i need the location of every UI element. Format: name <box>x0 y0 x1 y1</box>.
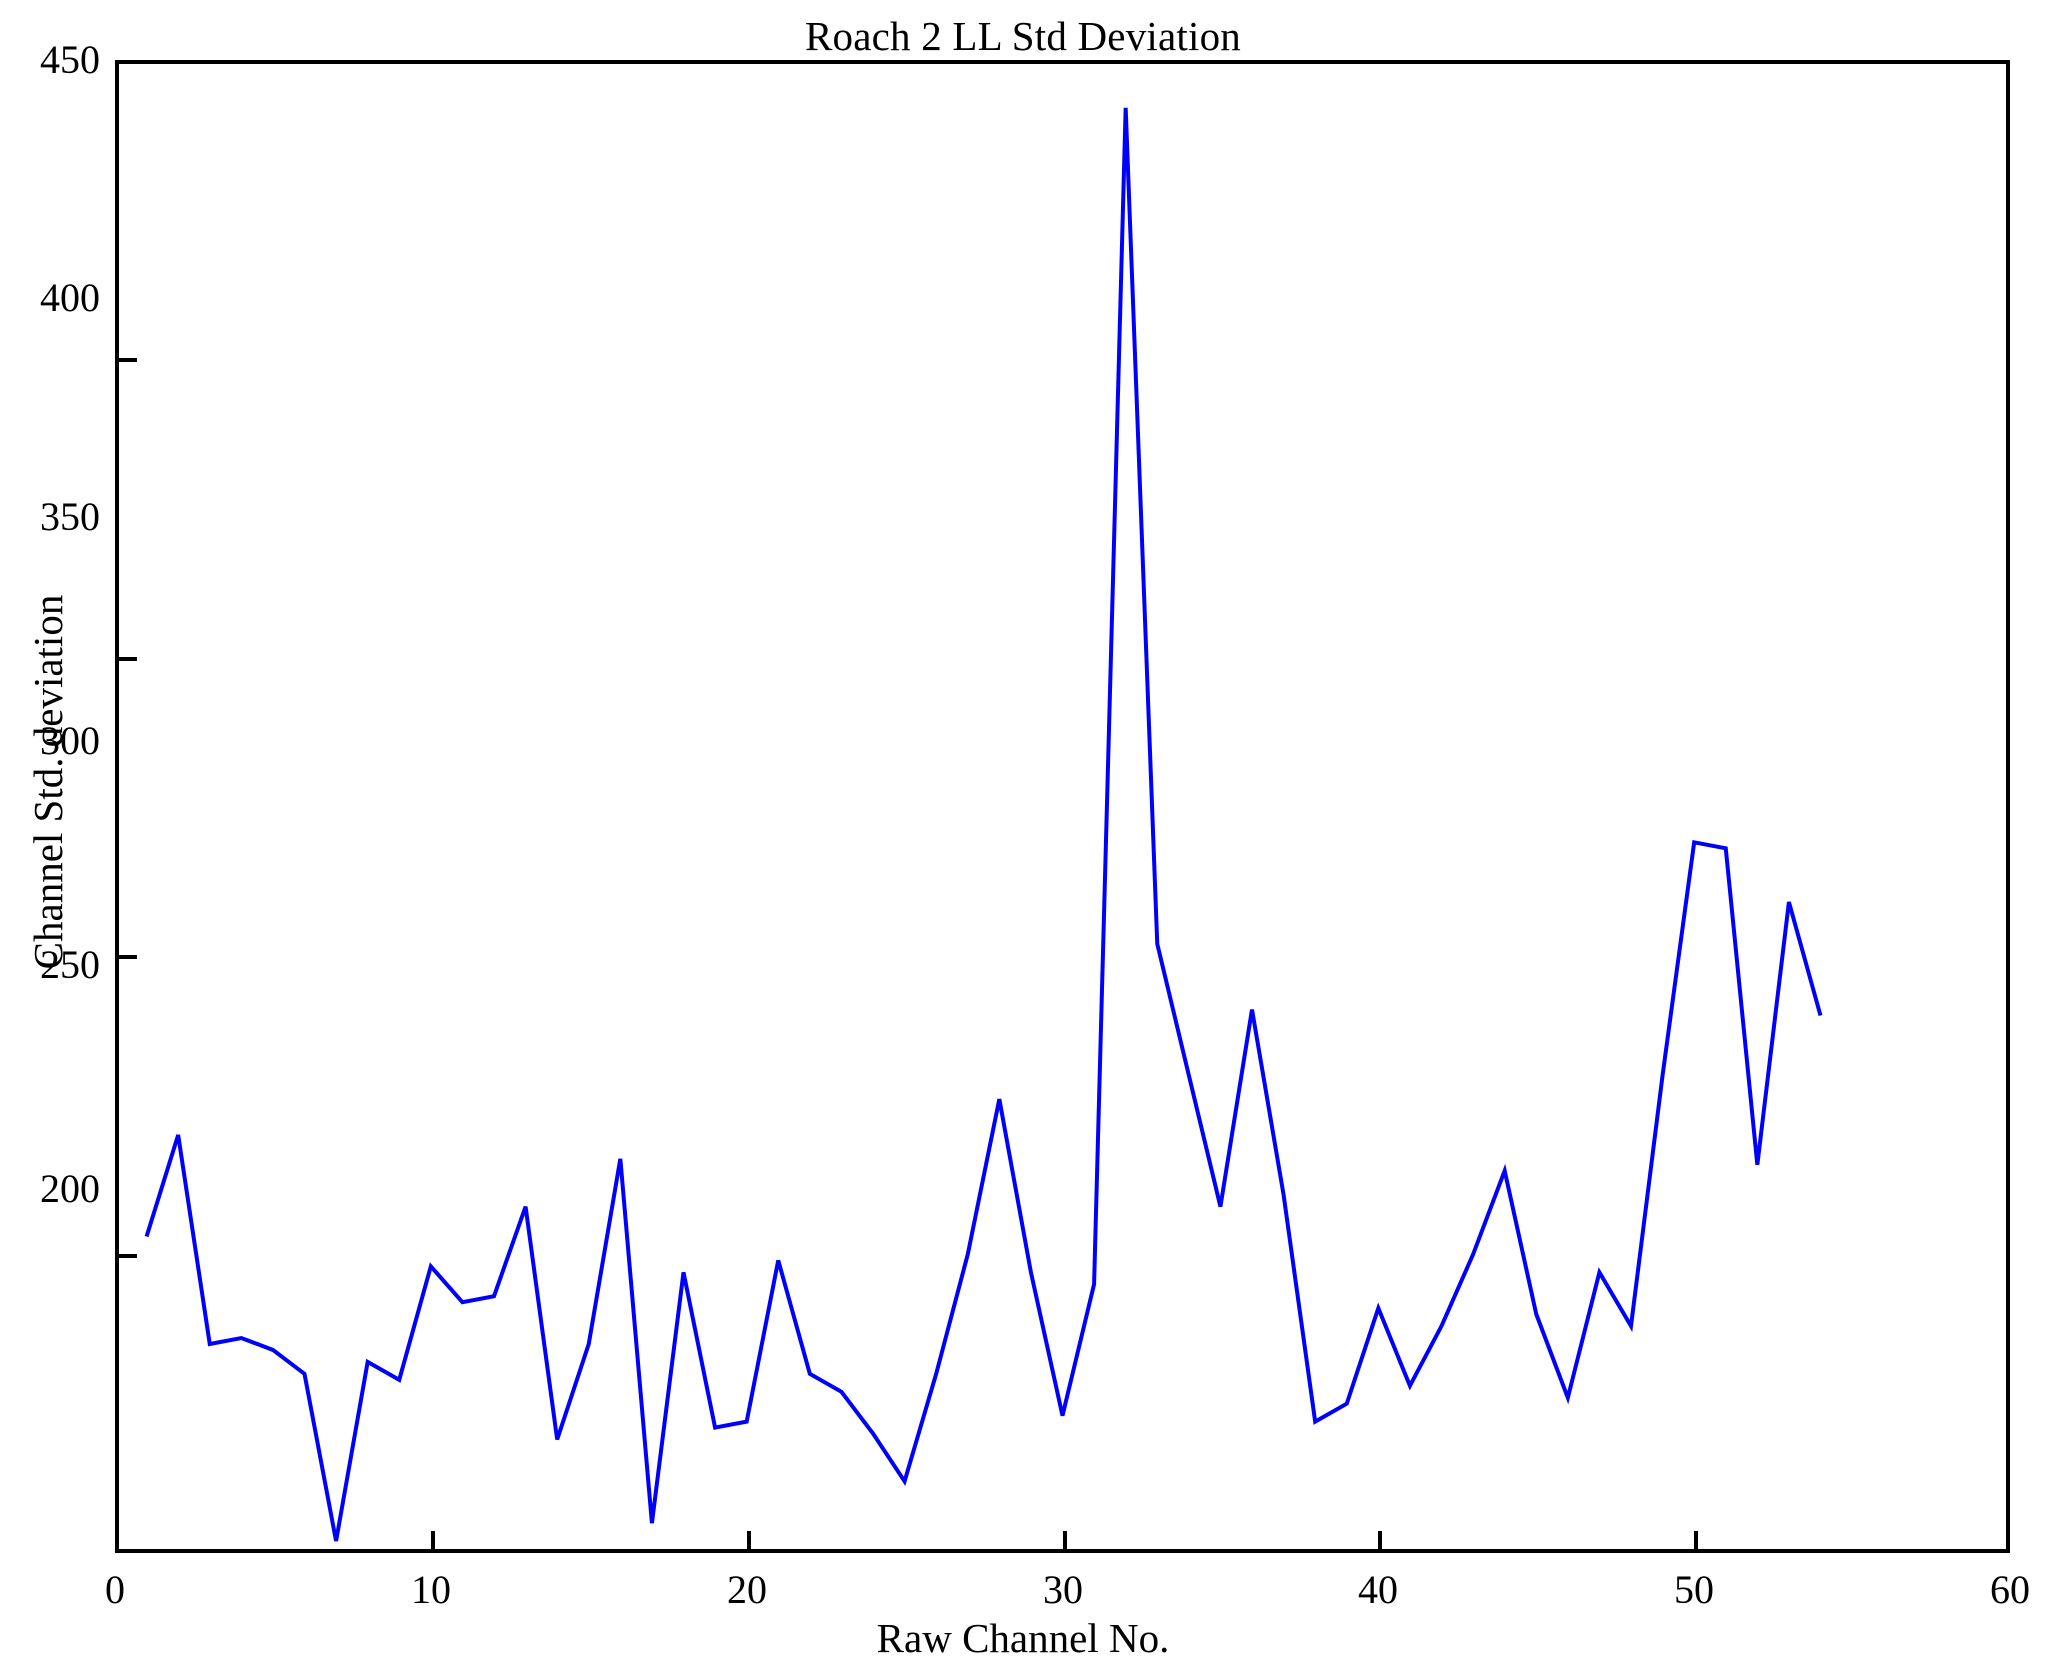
y-tick-label-250: 250 <box>40 942 100 987</box>
x-tick-mark-30 <box>1063 1531 1067 1553</box>
x-tick-mark-10 <box>431 1531 435 1553</box>
data-series-plot <box>144 107 1823 1542</box>
y-tick-label-200: 200 <box>40 1166 100 1211</box>
x-tick-label-60: 60 <box>1990 1567 2030 1612</box>
y-tick-label-300: 300 <box>40 718 100 763</box>
y-tick-mark-350 <box>115 657 137 661</box>
x-tick-label-40: 40 <box>1358 1567 1398 1612</box>
x-tick-label-0: 0 <box>105 1567 125 1612</box>
y-axis-label: Channel Std. deviation <box>25 594 71 970</box>
plot-frame <box>115 60 2010 1553</box>
x-tick-label-50: 50 <box>1674 1567 1714 1612</box>
y-tick-label-400: 400 <box>40 275 100 320</box>
x-axis-tick-labels: 0 10 20 30 40 50 60 <box>0 1568 2046 1628</box>
y-tick-label-450: 450 <box>40 37 100 82</box>
x-tick-mark-40 <box>1378 1531 1382 1553</box>
x-tick-mark-50 <box>1694 1531 1698 1553</box>
y-axis-tick-labels: 450 400 350 300 250 200 <box>0 0 100 1671</box>
y-tick-mark-250 <box>115 1254 137 1258</box>
y-tick-mark-400 <box>115 358 137 362</box>
chart-title: Roach 2 LL Std Deviation <box>805 13 1241 59</box>
y-tick-label-350: 350 <box>40 494 100 539</box>
x-tick-label-30: 30 <box>1043 1567 1083 1612</box>
series-line-channel-std-deviation <box>144 107 1823 1542</box>
x-tick-label-20: 20 <box>727 1567 767 1612</box>
x-tick-label-10: 10 <box>411 1567 451 1612</box>
x-tick-mark-20 <box>747 1531 751 1553</box>
y-tick-mark-300 <box>115 955 137 959</box>
x-axis-label: Raw Channel No. <box>876 1615 1170 1661</box>
